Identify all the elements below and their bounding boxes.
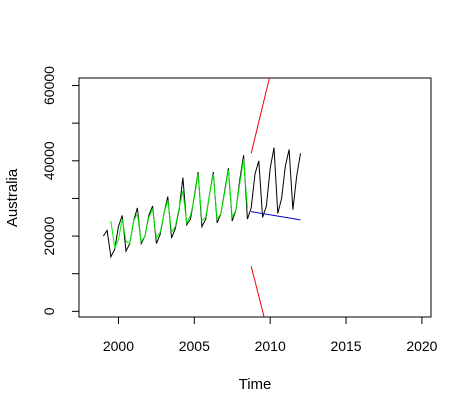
y-axis-label: Australia <box>4 168 21 227</box>
x-axis: 2000 2005 2010 2015 2020 <box>103 316 438 354</box>
x-tick-label: 2015 <box>330 338 361 354</box>
series-line-1 <box>102 147 301 259</box>
x-tick-label: 2000 <box>103 338 134 354</box>
x-tick-label: 2005 <box>179 338 210 354</box>
series-layer <box>102 77 301 318</box>
series-line-3 <box>251 211 301 221</box>
y-tick-label: 0 <box>41 307 57 315</box>
series-line-4 <box>250 77 270 154</box>
y-tick-label: 40000 <box>41 141 57 180</box>
x-tick-label: 2010 <box>255 338 286 354</box>
x-tick-label: 2020 <box>406 338 437 354</box>
y-axis: 0 20000 40000 60000 <box>41 66 80 315</box>
series-line-5 <box>250 266 265 318</box>
y-tick-label: 60000 <box>41 66 57 105</box>
series-line-2 <box>110 158 248 250</box>
y-tick-label: 20000 <box>41 216 57 255</box>
x-axis-label: Time <box>239 376 272 393</box>
